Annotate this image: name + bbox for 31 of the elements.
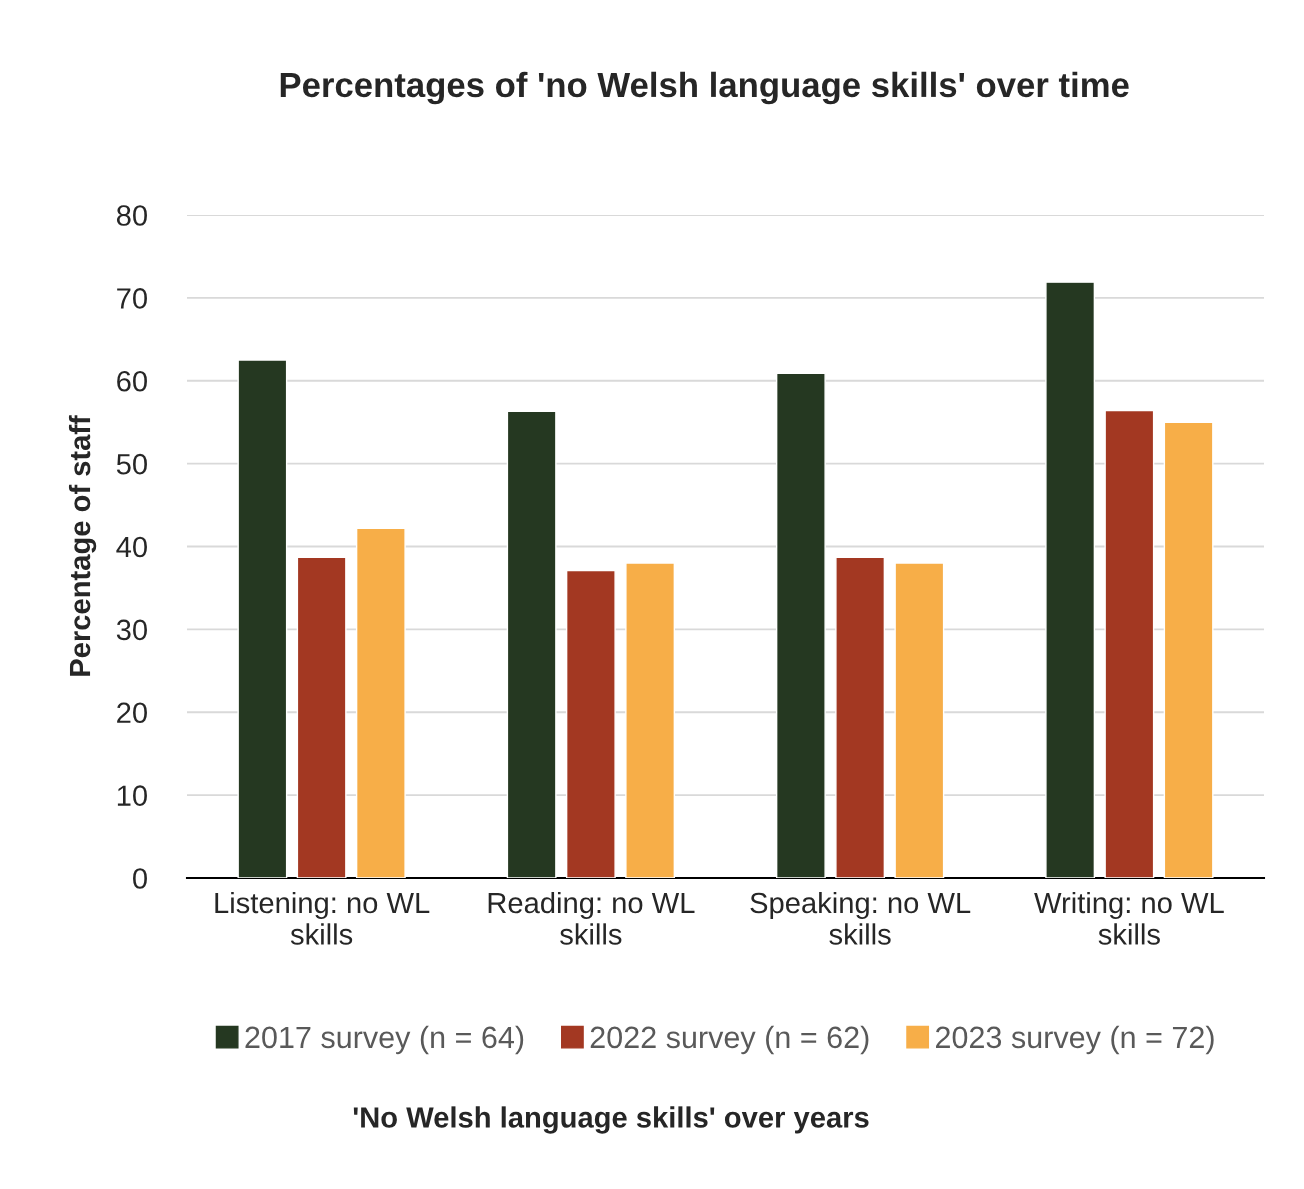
bar [835,556,886,878]
y-tick-label: 0 [133,868,147,889]
x-tick-label: Reading: no WL skills [488,891,695,945]
y-tick-label: 70 [117,288,147,309]
bar [565,569,616,878]
x-tick-label: Speaking: no WL skills [750,891,971,945]
bar [894,562,945,878]
bar [237,359,288,878]
bar [506,410,557,878]
legend-label: 2017 survey (n = 64) [245,1025,524,1055]
x-tick-label: Listening: no WL skills [215,891,430,945]
y-tick-label: 50 [116,453,147,475]
legend-label: 2023 survey (n = 72) [936,1025,1214,1055]
bar [625,562,676,878]
chart-title: Percentages of 'no Welsh language skills' over time [280,71,1129,105]
y-tick-label: 40 [116,536,147,558]
y-axis-title: Percentage of staff [68,415,97,676]
y-tick-label: 30 [116,619,147,641]
legend-label: 2022 survey (n = 62) [590,1025,869,1055]
bar [775,372,826,878]
x-tick-label: Writing: no WL skills [1034,891,1224,945]
bar [355,527,406,878]
y-tick-label: 60 [117,370,147,392]
bar [296,556,347,878]
y-tick-label: 20 [117,702,147,724]
y-tick-label: 10 [117,785,147,806]
bar [1045,281,1096,878]
text: 'No Welsh language skills' over years [353,1106,869,1134]
bar [1104,409,1155,878]
y-tick-label: 80 [116,205,147,226]
bar [1163,421,1214,878]
